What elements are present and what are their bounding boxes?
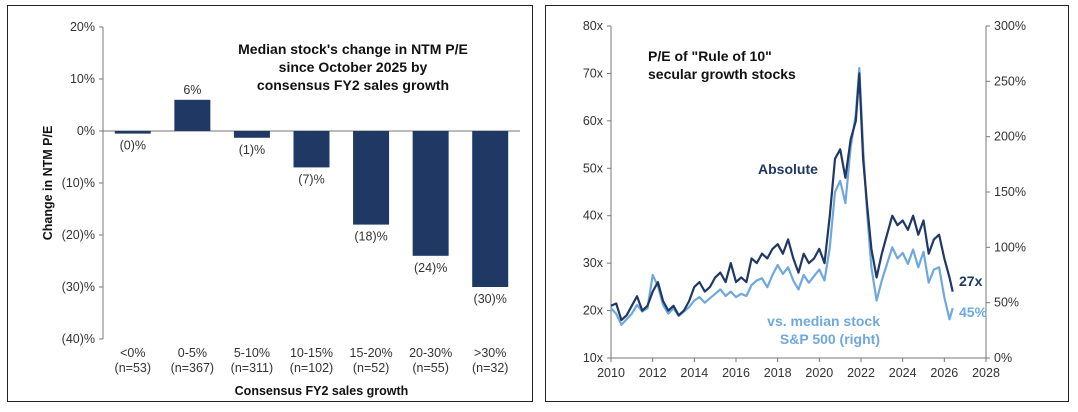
bar-data-label: (24)%: [414, 261, 447, 275]
chart-title-line: since October 2025 by: [279, 59, 428, 75]
left-y-tick-label: 10x: [583, 351, 604, 365]
line-chart-panel: 10x 20x 30x 40x 50x 60x 70x 80x 0% 50% 100% 150% 200…: [545, 5, 1069, 402]
bar-data-label: (30)%: [474, 292, 507, 306]
chart-title-line: P/E of "Rule of 10": [648, 48, 772, 64]
right-y-tick-label: 250%: [994, 74, 1026, 88]
x-tick-label: 15-20%: [350, 346, 393, 360]
x-tick-label: 2014: [680, 366, 708, 380]
bar-chart-panel: 20% 10% 0% (10)% (20)% (30)% (40)% (0)% <0% (n=53…: [7, 5, 533, 402]
bar-data-label: (18)%: [354, 230, 387, 244]
x-tick-label: 20-30%: [409, 346, 452, 360]
chart-title-line: Median stock's change in NTM P/E: [238, 41, 468, 57]
left-y-tick-label: 60x: [583, 114, 604, 128]
bar-data-label: 6%: [183, 83, 201, 97]
relative-pe-line: [610, 67, 954, 326]
x-tick-sublabel: (n=367): [171, 361, 214, 375]
y-tick-label: 0%: [77, 124, 95, 138]
bar-data-label: (1)%: [239, 143, 265, 157]
x-tick-sublabel: (n=102): [290, 361, 333, 375]
left-y-tick-label: 30x: [583, 256, 604, 270]
line-chart: 10x 20x 30x 40x 50x 60x 70x 80x 0% 50% 100% 150% 200…: [583, 19, 1026, 380]
x-tick-label: 2016: [722, 366, 750, 380]
y-tick-label: (40)%: [62, 332, 95, 346]
x-tick-label: 0-5%: [178, 346, 207, 360]
bar: [353, 131, 390, 225]
left-y-tick-label: 80x: [583, 19, 604, 33]
x-tick-label: 2028: [972, 366, 1000, 380]
right-y-tick-label: 200%: [994, 130, 1026, 144]
x-tick-sublabel: (n=52): [353, 361, 389, 375]
y-tick-label: (20)%: [62, 228, 95, 242]
x-tick-label: 2024: [889, 366, 917, 380]
left-y-tick-label: 70x: [583, 66, 604, 80]
left-y-tick-label: 20x: [583, 304, 604, 318]
x-tick-label: >30%: [474, 346, 506, 360]
y-tick-label: (10)%: [62, 176, 95, 190]
x-tick-label: 5-10%: [234, 346, 270, 360]
bar: [412, 131, 449, 256]
x-axis-title: Consensus FY2 sales growth: [235, 384, 409, 398]
right-y-tick-label: 50%: [994, 296, 1019, 310]
right-y-tick-label: 150%: [994, 185, 1026, 199]
bar: [472, 131, 509, 287]
x-tick-label: <0%: [120, 346, 145, 360]
y-tick-label: (30)%: [62, 280, 95, 294]
bar: [233, 131, 270, 138]
bar-data-label: (7)%: [298, 172, 324, 186]
x-tick-sublabel: (n=55): [412, 361, 448, 375]
left-y-tick-label: 40x: [583, 209, 604, 223]
x-tick-sublabel: (n=53): [115, 361, 151, 375]
absolute-pe-line: [610, 72, 954, 322]
x-tick-label: 2026: [930, 366, 958, 380]
x-tick-label: 2018: [764, 366, 792, 380]
bar: [293, 131, 330, 168]
right-y-tick-label: 300%: [994, 19, 1026, 33]
y-axis-title: Change in NTM P/E: [41, 126, 55, 241]
x-tick-label: 2010: [597, 366, 625, 380]
bar-chart: 20% 10% 0% (10)% (20)% (30)% (40)% (0)% <0%(n=53…: [41, 20, 520, 398]
chart-title-line: consensus FY2 sales growth: [257, 77, 449, 93]
bar: [114, 131, 151, 134]
x-tick-sublabel: (n=32): [472, 361, 508, 375]
end-label-absolute: 27x: [959, 273, 983, 289]
series-label-relative-line1: vs. median stock: [767, 313, 880, 329]
bar: [174, 99, 211, 131]
series-label-absolute: Absolute: [758, 161, 818, 177]
y-tick-label: 20%: [70, 20, 95, 34]
end-label-relative: 45%: [959, 304, 988, 320]
x-tick-label: 2022: [847, 366, 875, 380]
left-y-tick-label: 50x: [583, 161, 604, 175]
right-y-tick-label: 100%: [994, 240, 1026, 254]
chart-title-line: secular growth stocks: [648, 66, 796, 82]
bar-data-label: (0)%: [120, 139, 146, 153]
x-tick-sublabel: (n=311): [231, 361, 274, 375]
y-tick-label: 10%: [70, 72, 95, 86]
x-tick-label: 2020: [805, 366, 833, 380]
x-tick-label: 10-15%: [290, 346, 333, 360]
right-y-tick-label: 0%: [994, 351, 1012, 365]
series-label-relative-line2: S&P 500 (right): [780, 331, 880, 347]
x-tick-label: 2012: [639, 366, 667, 380]
